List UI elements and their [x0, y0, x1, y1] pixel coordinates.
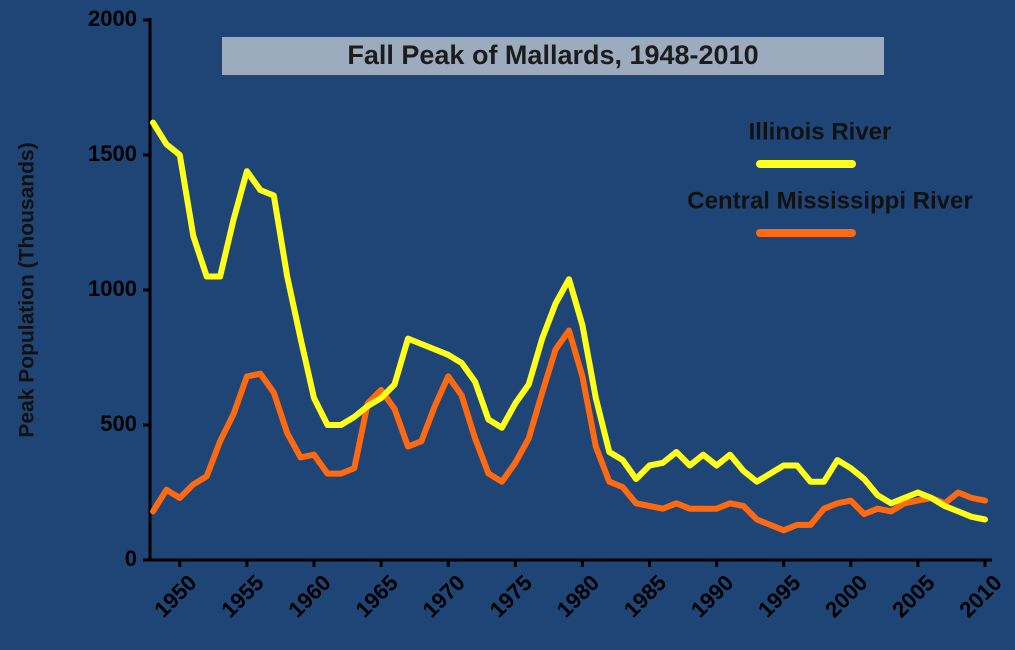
series-line: [150, 119, 988, 523]
x-tick-label: 1965: [350, 570, 402, 622]
legend-label: Central Mississippi River: [687, 187, 972, 214]
y-tick-label: 500: [100, 411, 137, 436]
legend-label: Illinois River: [749, 118, 892, 145]
x-tick-label: 1995: [753, 570, 805, 622]
x-tick-label: 1990: [686, 570, 738, 622]
series-line: [150, 327, 988, 534]
x-tick-label: 1970: [418, 570, 470, 622]
y-tick-label: 2000: [88, 6, 137, 31]
x-tick-label: 1955: [216, 570, 268, 622]
x-tick-label: 1950: [149, 570, 201, 622]
y-tick-label: 1000: [88, 276, 137, 301]
x-tick-label: 1980: [552, 570, 604, 622]
y-axis-label: Peak Population (Thousands): [16, 142, 39, 437]
chart-title: Fall Peak of Mallards, 1948-2010: [347, 40, 758, 70]
x-tick-label: 2005: [887, 570, 939, 622]
x-tick-label: 1975: [485, 570, 537, 622]
x-tick-label: 1985: [619, 570, 671, 622]
x-tick-label: 2010: [954, 570, 1006, 622]
x-tick-label: 2000: [820, 570, 872, 622]
y-tick-label: 0: [125, 546, 137, 571]
y-tick-label: 1500: [88, 141, 137, 166]
x-tick-label: 1960: [283, 570, 335, 622]
title-box: [222, 37, 884, 75]
